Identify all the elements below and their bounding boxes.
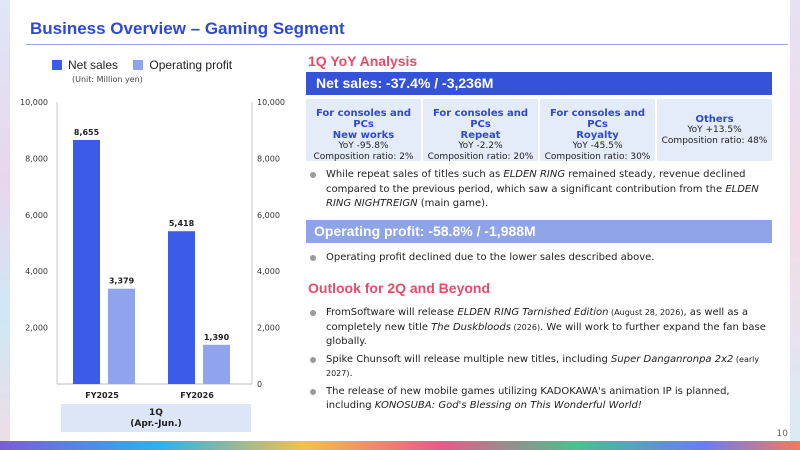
bar-value-label: 8,655 bbox=[74, 128, 100, 137]
bullet-item: The release of new mobile games utilizin… bbox=[306, 385, 776, 414]
category-ratio: Composition ratio: 30% bbox=[544, 152, 651, 162]
category-name-line2: Royalty bbox=[576, 130, 619, 141]
category-name-line1: Others bbox=[695, 114, 734, 125]
legend-operating-profit: Operating profit bbox=[133, 58, 232, 72]
period-label-months: (Apr.-Jun.) bbox=[130, 419, 182, 429]
release-date: (early 2027) bbox=[326, 354, 760, 379]
bullet-text: Operating profit declined due to the low… bbox=[326, 252, 655, 263]
y-tick-label-left: 2,000 bbox=[25, 324, 48, 333]
title-name: The Duskbloods bbox=[431, 321, 511, 333]
category-new-works: For consoles and PCs New works YoY -95.8… bbox=[306, 99, 421, 162]
decorative-bottom-band bbox=[0, 441, 800, 450]
release-date: (August 28, 2026) bbox=[608, 308, 684, 317]
y-tick-label-left: 6,000 bbox=[25, 211, 48, 220]
operating-profit-commentary: Operating profit declined due to the low… bbox=[306, 251, 776, 269]
bullet-dot bbox=[310, 172, 316, 178]
bar-value-label: 3,379 bbox=[109, 277, 135, 286]
title-name: ELDEN RING bbox=[503, 169, 566, 180]
bullet-item: Spike Chunsoft will release multiple new… bbox=[306, 353, 776, 382]
bullet-item: FromSoftware will release ELDEN RING Tar… bbox=[306, 306, 776, 350]
bullet-text: The release of new mobile games utilizin… bbox=[326, 385, 730, 412]
bar-net-sales bbox=[168, 231, 195, 384]
title-name: Super Danganronpa 2x2 bbox=[611, 353, 734, 365]
y-tick-label-left: 10,000 bbox=[20, 98, 48, 107]
category-ratio: Composition ratio: 2% bbox=[313, 152, 414, 162]
title-divider bbox=[26, 44, 788, 45]
bullet-text: FromSoftware will release bbox=[326, 307, 458, 318]
bullet-dot bbox=[310, 356, 316, 363]
bullet-text: (main game). bbox=[417, 198, 489, 209]
category-name-line2: New works bbox=[332, 130, 395, 141]
bar-value-label: 5,418 bbox=[169, 219, 195, 228]
y-tick-label-right: 10,000 bbox=[257, 98, 285, 107]
legend-net-sales: Net sales bbox=[52, 58, 118, 72]
bullet-text: , as well as a completely new title bbox=[326, 307, 749, 333]
category-name-line2: Repeat bbox=[460, 130, 501, 141]
net-sales-summary-bar: Net sales: -37.4% / -3,236M bbox=[306, 72, 772, 95]
y-tick-label-right: 0 bbox=[257, 380, 262, 389]
bullet-text: remained steady, revenue declined compar… bbox=[326, 169, 746, 195]
category-name-line1: For consoles and PCs bbox=[315, 108, 412, 130]
outlook-heading: Outlook for 2Q and Beyond bbox=[308, 280, 491, 296]
chart-legend: Net sales Operating profit bbox=[52, 58, 244, 73]
chart-unit-note: (Unit: Million yen) bbox=[72, 75, 143, 84]
x-category-label: FY2025 bbox=[85, 391, 119, 400]
yoy-heading: 1Q YoY Analysis bbox=[308, 53, 418, 69]
operating-profit-summary-bar: Operating profit: -58.8% / -1,988M bbox=[306, 220, 772, 243]
category-yoy: YoY +13.5% bbox=[687, 125, 742, 135]
decorative-left-border bbox=[0, 0, 10, 450]
category-yoy: YoY -2.2% bbox=[458, 141, 503, 151]
page-number: 10 bbox=[776, 429, 788, 439]
y-tick-label-right: 4,000 bbox=[257, 267, 280, 276]
release-date: (2026) bbox=[510, 322, 541, 332]
bullet-text: . bbox=[349, 368, 353, 379]
bullet-dot bbox=[310, 388, 316, 395]
decorative-right-border bbox=[790, 0, 800, 450]
bullet-dot bbox=[310, 255, 316, 261]
category-yoy: YoY -45.5% bbox=[572, 141, 623, 151]
bullet-item: While repeat sales of titles such as ELD… bbox=[306, 168, 776, 212]
x-category-label: FY2026 bbox=[180, 391, 214, 400]
category-others: Others YoY +13.5% Composition ratio: 48% bbox=[657, 99, 772, 161]
category-royalty: For consoles and PCs Royalty YoY -45.5% … bbox=[540, 99, 655, 162]
outlook-list: FromSoftware will release ELDEN RING Tar… bbox=[306, 306, 776, 417]
bar-operating-profit bbox=[203, 344, 230, 384]
net-sales-commentary: While repeat sales of titles such as ELD… bbox=[306, 168, 776, 215]
bullet-text: . We will work to further expand the fan… bbox=[326, 321, 766, 348]
bullet-dot bbox=[310, 310, 316, 316]
legend-swatch-operating-profit bbox=[133, 60, 144, 70]
period-label: 1Q (Apr.-Jun.) bbox=[61, 404, 251, 432]
legend-label-net-sales: Net sales bbox=[68, 58, 119, 72]
bar-value-label: 1,390 bbox=[204, 333, 230, 342]
category-ratio: Composition ratio: 20% bbox=[427, 152, 534, 162]
category-yoy: YoY -95.8% bbox=[338, 141, 389, 151]
y-tick-label-right: 2,000 bbox=[257, 324, 280, 333]
bar-net-sales bbox=[73, 139, 100, 384]
category-name-line1: For consoles and PCs bbox=[549, 108, 646, 130]
bullet-item: Operating profit declined due to the low… bbox=[306, 251, 776, 266]
category-ratio: Composition ratio: 48% bbox=[661, 136, 768, 146]
legend-label-operating-profit: Operating profit bbox=[149, 58, 233, 72]
title-name: ELDEN RING Tarnished Edition bbox=[457, 307, 609, 318]
period-label-quarter: 1Q bbox=[149, 408, 163, 418]
category-repeat: For consoles and PCs Repeat YoY -2.2% Co… bbox=[423, 99, 538, 162]
bar-chart: 10,000 8,000 6,000 4,000 2,000 10,000 8,000 6,0… bbox=[20, 98, 285, 400]
y-tick-label-left: 8,000 bbox=[25, 154, 48, 163]
category-breakdown: For consoles and PCs New works YoY -95.8… bbox=[306, 99, 772, 162]
bullet-text: While repeat sales of titles such as bbox=[326, 169, 504, 180]
y-tick-label-right: 6,000 bbox=[257, 211, 280, 220]
y-tick-label-left: 4,000 bbox=[25, 267, 48, 276]
page-title: Business Overview – Gaming Segment bbox=[30, 19, 345, 38]
title-name: ELDEN RING NIGHTREIGN bbox=[326, 183, 759, 210]
legend-swatch-net-sales bbox=[52, 60, 62, 70]
title-name: KONOSUBA: God's Blessing on This Wonderf… bbox=[374, 400, 642, 411]
y-tick-label-right: 8,000 bbox=[257, 154, 280, 163]
bullet-text: Spike Chunsoft will release multiple new… bbox=[326, 353, 612, 365]
category-name-line1: For consoles and PCs bbox=[432, 108, 529, 130]
bar-operating-profit bbox=[108, 288, 135, 384]
